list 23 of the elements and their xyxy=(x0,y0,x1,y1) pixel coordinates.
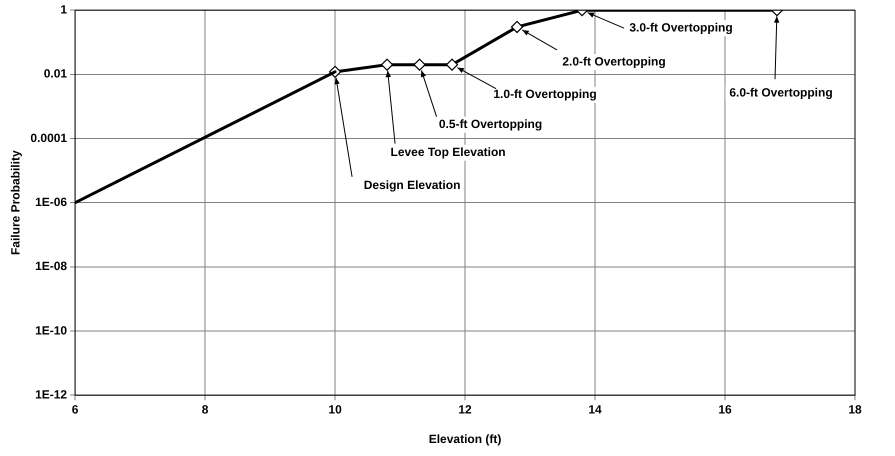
y-tick-label: 0.0001 xyxy=(30,130,68,145)
x-tick-label: 8 xyxy=(202,402,209,417)
y-tick-label: 1E-10 xyxy=(35,323,68,338)
annotation: Design Elevation xyxy=(364,178,460,192)
y-tick-label: 1 xyxy=(60,2,68,17)
y-tick-label: 1E-08 xyxy=(35,259,68,274)
x-tick-label: 16 xyxy=(718,402,732,417)
x-tick-label: 14 xyxy=(588,402,602,417)
y-tick-label: 0.01 xyxy=(44,66,68,81)
annotation: 3.0-ft Overtopping xyxy=(629,20,733,35)
x-axis-title: Elevation (ft) xyxy=(428,432,502,446)
x-tick-label: 10 xyxy=(328,402,342,417)
annotation: 1.0-ft Overtopping xyxy=(493,87,597,102)
y-tick-label: 1E-12 xyxy=(35,388,68,402)
annotation: 6.0-ft Overtopping xyxy=(729,86,833,100)
annotation: 2.0-ft Overtopping xyxy=(562,54,666,68)
y-axis-title: Failure Probability xyxy=(8,150,23,256)
annotation: Levee Top Elevation xyxy=(390,145,506,160)
x-tick-label: 18 xyxy=(848,402,862,417)
x-tick-label: 6 xyxy=(72,402,79,417)
x-tick-label: 12 xyxy=(458,402,472,417)
y-tick-label: 1E-06 xyxy=(35,195,68,210)
annotation: 0.5-ft Overtopping xyxy=(438,117,542,132)
